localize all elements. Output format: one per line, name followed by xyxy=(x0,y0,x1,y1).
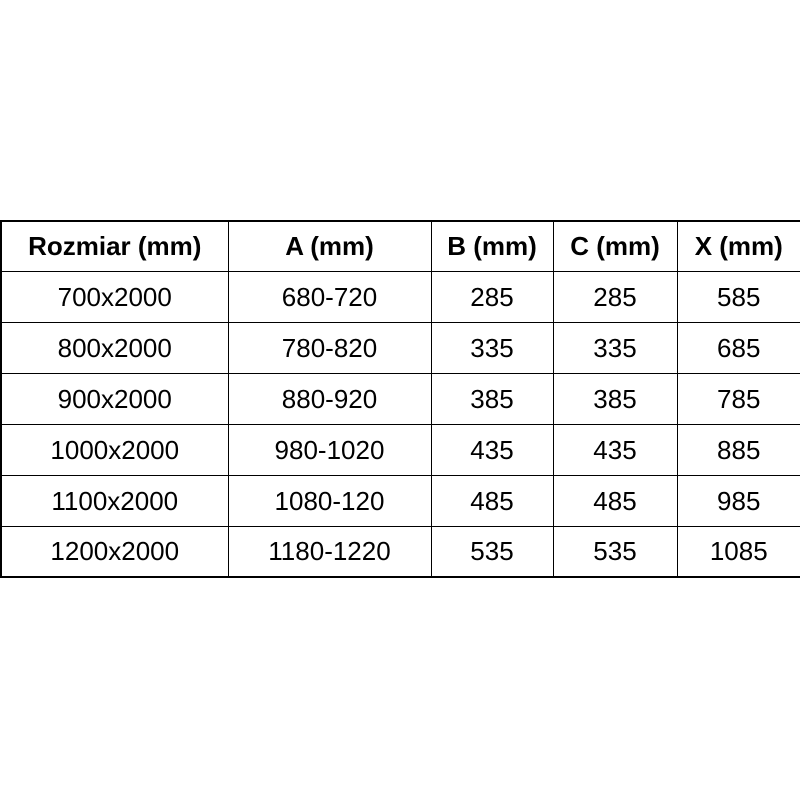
cell-c: 285 xyxy=(552,270,678,323)
table-row: 800x2000 780-820 335 335 685 xyxy=(0,321,800,374)
cell-a: 1180-1220 xyxy=(227,525,432,578)
table-row: 900x2000 880-920 385 385 785 xyxy=(0,372,800,425)
column-header-rozmiar: Rozmiar (mm) xyxy=(0,220,229,272)
column-header-c: C (mm) xyxy=(552,220,678,272)
cell-c: 385 xyxy=(552,372,678,425)
table-row: 1200x2000 1180-1220 535 535 1085 xyxy=(0,525,800,578)
table-row: 1100x2000 1080-120 485 485 985 xyxy=(0,474,800,527)
cell-c: 535 xyxy=(552,525,678,578)
header-row: Rozmiar (mm) A (mm) B (mm) C (mm) X (mm) xyxy=(0,220,800,272)
column-header-b: B (mm) xyxy=(430,220,554,272)
cell-b: 335 xyxy=(430,321,554,374)
cell-b: 285 xyxy=(430,270,554,323)
table-row: 1000x2000 980-1020 435 435 885 xyxy=(0,423,800,476)
cell-x: 785 xyxy=(676,372,800,425)
cell-rozmiar: 800x2000 xyxy=(0,321,229,374)
cell-x: 985 xyxy=(676,474,800,527)
cell-c: 485 xyxy=(552,474,678,527)
cell-x: 1085 xyxy=(676,525,800,578)
column-header-x: X (mm) xyxy=(676,220,800,272)
cell-a: 1080-120 xyxy=(227,474,432,527)
cell-a: 680-720 xyxy=(227,270,432,323)
cell-a: 980-1020 xyxy=(227,423,432,476)
cell-rozmiar: 1100x2000 xyxy=(0,474,229,527)
cell-a: 880-920 xyxy=(227,372,432,425)
cell-b: 385 xyxy=(430,372,554,425)
cell-rozmiar: 1200x2000 xyxy=(0,525,229,578)
cell-b: 535 xyxy=(430,525,554,578)
table-header: Rozmiar (mm) A (mm) B (mm) C (mm) X (mm) xyxy=(0,220,800,272)
column-header-a: A (mm) xyxy=(227,220,432,272)
cell-x: 585 xyxy=(676,270,800,323)
table-row: 700x2000 680-720 285 285 585 xyxy=(0,270,800,323)
cell-a: 780-820 xyxy=(227,321,432,374)
dimensions-table: Rozmiar (mm) A (mm) B (mm) C (mm) X (mm)… xyxy=(0,220,800,578)
table-body: 700x2000 680-720 285 285 585 800x2000 78… xyxy=(0,270,800,578)
cell-b: 485 xyxy=(430,474,554,527)
cell-c: 435 xyxy=(552,423,678,476)
cell-c: 335 xyxy=(552,321,678,374)
cell-b: 435 xyxy=(430,423,554,476)
cell-rozmiar: 900x2000 xyxy=(0,372,229,425)
cell-x: 885 xyxy=(676,423,800,476)
cell-x: 685 xyxy=(676,321,800,374)
cell-rozmiar: 700x2000 xyxy=(0,270,229,323)
cell-rozmiar: 1000x2000 xyxy=(0,423,229,476)
